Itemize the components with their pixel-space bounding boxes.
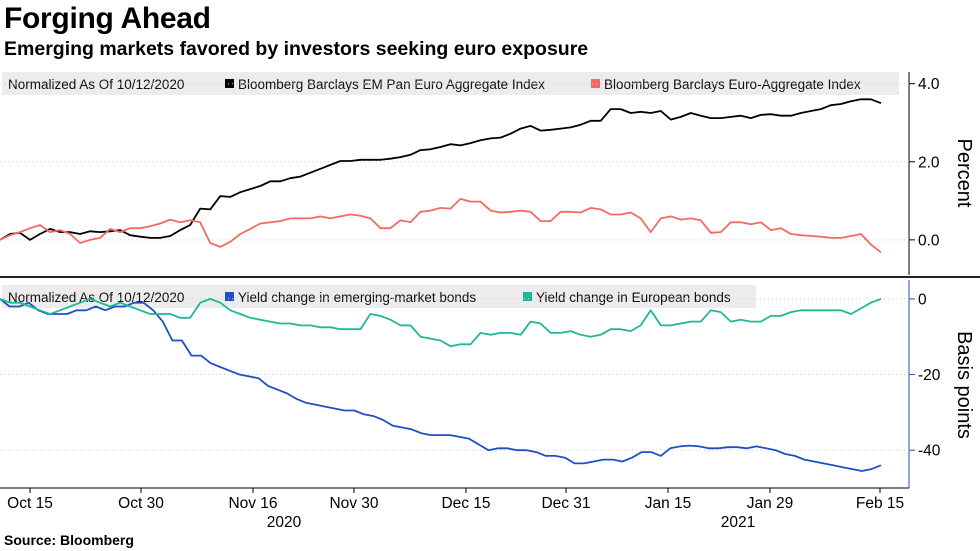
em-yield-legend-label: Yield change in emerging-market bonds: [238, 290, 476, 305]
upper-series-lines: [0, 98, 882, 254]
lower-series-lines: [0, 297, 882, 472]
upper-series-line-1: [0, 197, 882, 254]
x-tick-label: Feb 15: [856, 495, 904, 512]
upper-legend-note: Normalized As Of 10/12/2020: [8, 77, 184, 92]
upper-gridlines: [0, 83, 909, 241]
x-year-label: 2021: [721, 514, 755, 531]
chart-title: Forging Ahead: [4, 2, 211, 35]
em-yield-legend-swatch: [225, 292, 234, 301]
x-tick-label: Nov 30: [329, 495, 378, 512]
x-tick-label: Jan 29: [747, 495, 794, 512]
x-tick-label: Dec 15: [441, 495, 490, 512]
eu-yield-legend-label: Yield change in European bonds: [536, 290, 731, 305]
lower-y-axis-title: Basis points: [953, 331, 975, 439]
x-year-label: 2020: [267, 514, 302, 531]
lower-y-tick-label: 0: [918, 291, 927, 308]
x-tick-label: Oct 15: [7, 495, 53, 512]
em-index-legend-swatch: [225, 79, 234, 88]
x-tick-labels: Oct 15 Oct 30 Nov 16 Nov 30 Dec 15 Dec 31 Jan …: [7, 488, 904, 531]
upper-legend-background: [2, 72, 899, 95]
upper-y-tick-labels: 4.0 2.0 0.0: [909, 76, 940, 249]
upper-y-tick-label: 0.0: [918, 232, 940, 249]
lower-y-tick-label: -20: [918, 367, 941, 384]
lower-y-tick-labels: 0 -20 -40: [909, 291, 941, 460]
euro-index-legend-swatch: [591, 79, 600, 88]
source-note: Source: Bloomberg: [4, 532, 134, 548]
x-tick-label: Jan 15: [645, 495, 692, 512]
lower-y-tick-label: -40: [918, 443, 941, 460]
lower-series-line-0: [0, 298, 882, 472]
eu-yield-legend-swatch: [523, 292, 532, 301]
x-tick-label: Dec 31: [541, 495, 590, 512]
euro-index-legend-label: Bloomberg Barclays Euro-Aggregate Index: [604, 77, 861, 92]
lower-series-line-1: [0, 297, 882, 348]
lower-legend-note: Normalized As Of 10/12/2020: [8, 290, 184, 305]
x-tick-label: Nov 16: [228, 495, 277, 512]
em-index-legend-label: Bloomberg Barclays EM Pan Euro Aggregate…: [238, 77, 545, 92]
chart-subtitle: Emerging markets favored by investors se…: [4, 38, 589, 60]
upper-series-line-0: [0, 98, 882, 241]
upper-y-tick-label: 4.0: [918, 76, 940, 93]
upper-y-tick-label: 2.0: [918, 154, 940, 171]
x-tick-label: Oct 30: [118, 495, 164, 512]
upper-y-axis-title: Percent: [953, 139, 975, 208]
lower-gridlines: [0, 298, 909, 451]
lower-legend-background: [2, 285, 756, 308]
